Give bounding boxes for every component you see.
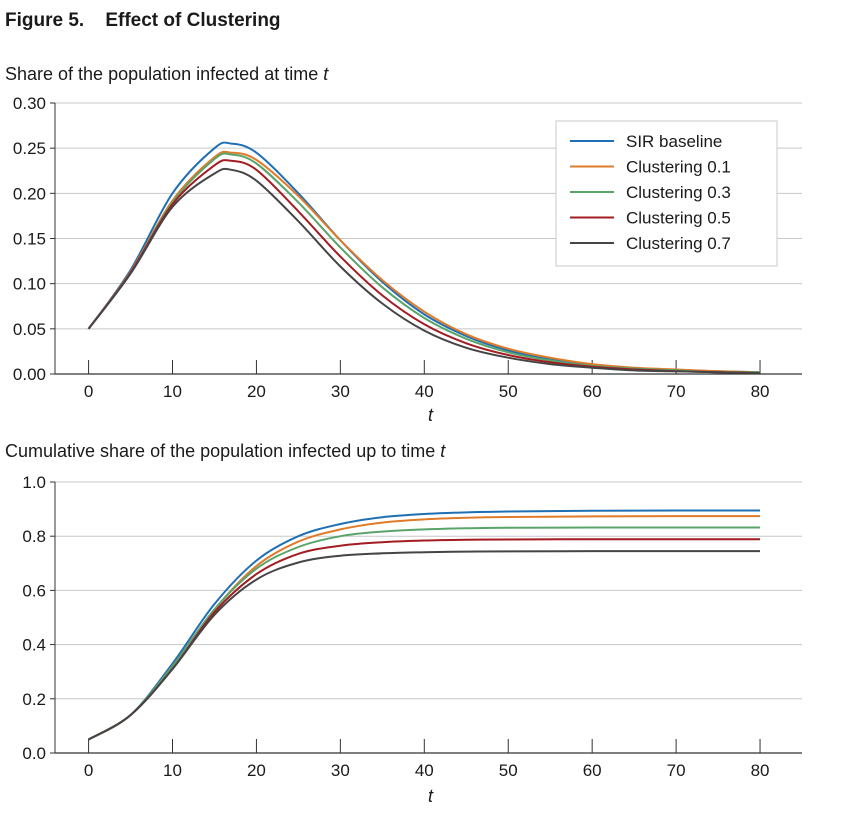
- series-line-clustering-0-7: [88, 550, 760, 741]
- x-tick-label: 50: [499, 382, 518, 401]
- legend-label: Clustering 0.7: [626, 234, 731, 253]
- legend-label: Clustering 0.1: [626, 158, 731, 177]
- series-line-sir-baseline: [88, 509, 761, 741]
- panel-1-subtitle: Share of the population infected at time…: [5, 64, 328, 85]
- legend: SIR baseline Clustering 0.1 Clustering 0.3…: [555, 120, 778, 267]
- x-axis-label: t: [428, 405, 434, 425]
- x-tick-label: 10: [163, 382, 182, 401]
- panel-2-subtitle: Cumulative share of the population infec…: [5, 441, 445, 462]
- x-tick-label: 40: [415, 382, 434, 401]
- legend-box: [555, 120, 778, 267]
- figure-label: Figure 5.: [5, 10, 85, 31]
- x-tick-label: 70: [667, 761, 686, 780]
- x-tick-label: 80: [751, 382, 770, 401]
- x-tick-label: 80: [751, 761, 770, 780]
- x-tick-label: 40: [415, 761, 434, 780]
- x-tick-label: 0: [84, 382, 93, 401]
- y-tick-label: 0.00: [13, 365, 46, 384]
- panel-2-subtitle-italic: t: [440, 441, 446, 461]
- x-tick-label: 50: [499, 761, 518, 780]
- x-tick-label: 70: [667, 382, 686, 401]
- y-tick-label: 0.10: [13, 275, 46, 294]
- series-line-clustering-0-1: [88, 515, 760, 741]
- x-axis-label: t: [428, 786, 434, 806]
- legend-label: Clustering 0.5: [626, 209, 731, 228]
- chart-panel-1: 0.00 0.05 0.10 0.15 0.20 0.25 0.30 0 10 20 30 40 50 6…: [13, 94, 802, 425]
- legend-label: SIR baseline: [626, 132, 722, 151]
- y-tick-label: 0.6: [22, 581, 46, 600]
- x-tick-label: 60: [583, 761, 602, 780]
- y-tick-label: 0.20: [13, 184, 46, 203]
- x-tick-label: 20: [247, 382, 266, 401]
- chart-panel-2: 0.0 0.2 0.4 0.6 0.8 1.0 0 10 20 30 40 50 60 70 80 t: [22, 473, 802, 806]
- panel-1-subtitle-text: Share of the population infected at time: [5, 64, 324, 84]
- panel-2-subtitle-text: Cumulative share of the population infec…: [5, 441, 441, 461]
- y-tick-label: 0.0: [22, 744, 46, 763]
- x-tick-label: 60: [583, 382, 602, 401]
- y-tick-label: 1.0: [22, 473, 46, 492]
- series-line-clustering-0-3: [88, 526, 760, 741]
- y-tick-label: 0.2: [22, 690, 46, 709]
- y-tick-label: 0.4: [22, 636, 46, 655]
- panel-1-subtitle-italic: t: [323, 64, 329, 84]
- x-tick-label: 20: [247, 761, 266, 780]
- y-tick-label: 0.25: [13, 139, 46, 158]
- legend-label: Clustering 0.3: [626, 183, 731, 202]
- x-tick-label: 30: [331, 382, 350, 401]
- figure-title: Figure 5. Effect of Clustering: [5, 10, 281, 32]
- x-tick-label: 10: [163, 761, 182, 780]
- y-tick-label: 0.30: [13, 94, 46, 113]
- y-tick-label: 0.8: [22, 527, 46, 546]
- y-tick-label: 0.15: [13, 230, 46, 249]
- figure-title-text: Effect of Clustering: [105, 10, 281, 31]
- x-tick-label: 0: [84, 761, 93, 780]
- series-line-clustering-0-7: [87, 167, 761, 375]
- x-tick-label: 30: [331, 761, 350, 780]
- y-tick-label: 0.05: [13, 320, 46, 339]
